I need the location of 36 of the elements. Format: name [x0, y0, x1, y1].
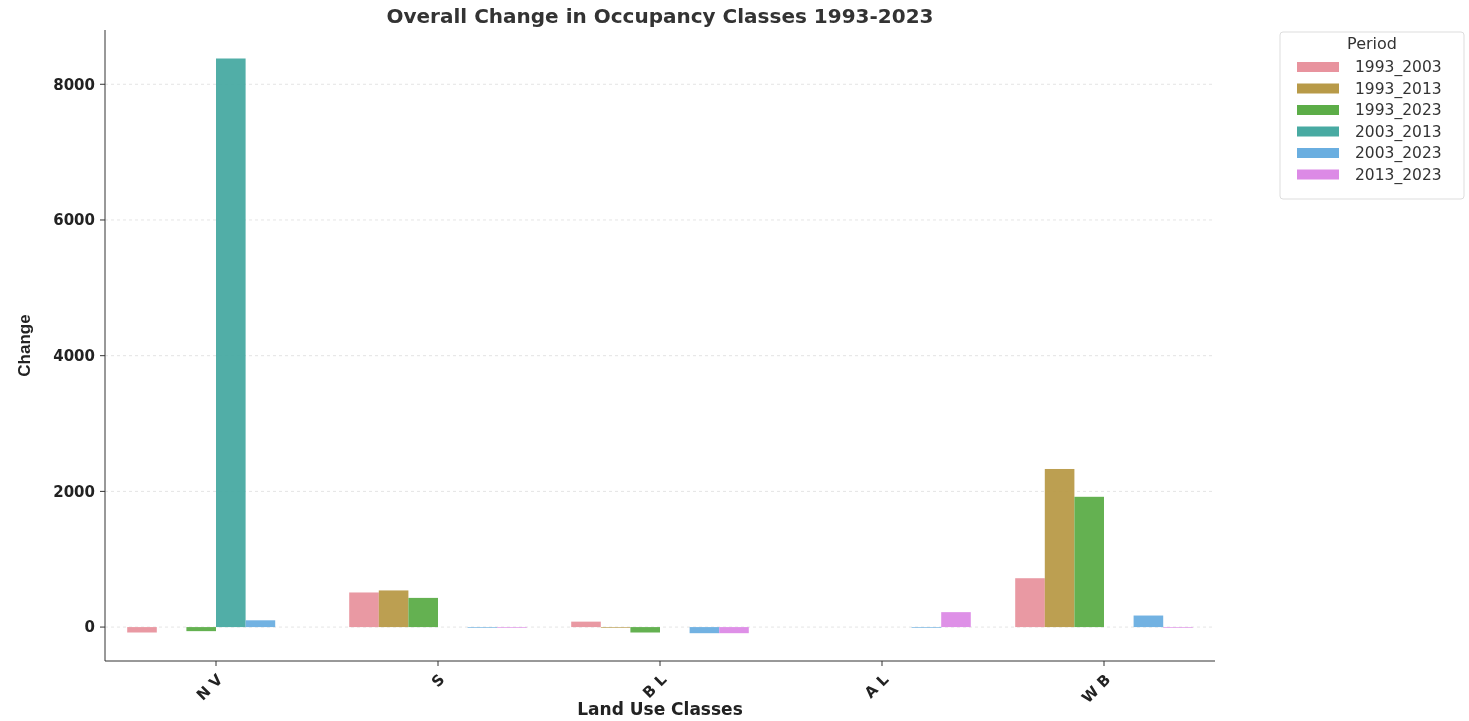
- x-tick-label: B L: [638, 670, 671, 702]
- bar: [408, 597, 438, 628]
- bar: [378, 590, 409, 628]
- y-tick-label: 4000: [53, 346, 95, 365]
- bar: [127, 627, 157, 633]
- bar: [719, 627, 749, 634]
- bar: [186, 627, 216, 632]
- legend-label: 2003_2013: [1355, 122, 1442, 142]
- chart-title: Overall Change in Occupancy Classes 1993-2023: [386, 4, 934, 28]
- y-tick-label: 6000: [53, 211, 95, 230]
- bar: [216, 58, 246, 628]
- legend-label: 1993_2003: [1355, 58, 1442, 78]
- x-axis-title: Land Use Classes: [577, 699, 743, 719]
- legend-title: Period: [1347, 34, 1397, 53]
- bar: [630, 627, 660, 633]
- y-axis-title: Change: [15, 314, 34, 377]
- bar: [689, 627, 720, 634]
- legend-label: 1993_2023: [1355, 101, 1442, 121]
- legend-label: 2013_2023: [1355, 165, 1442, 185]
- bar: [1044, 468, 1075, 628]
- bar: [1074, 496, 1104, 628]
- bar: [1015, 578, 1045, 628]
- bar: [941, 612, 971, 628]
- y-tick-label: 8000: [53, 75, 95, 94]
- x-tick-label: S: [427, 670, 449, 691]
- legend-label: 2003_2023: [1355, 144, 1442, 164]
- x-tick-label: N V: [192, 670, 227, 705]
- bar: [349, 592, 379, 628]
- x-tick-label: A L: [860, 670, 893, 702]
- bar: [245, 620, 276, 628]
- bar: [571, 621, 601, 628]
- y-tick-label: 2000: [53, 482, 95, 501]
- y-tick-label: 0: [84, 618, 95, 637]
- x-tick-label: W B: [1078, 670, 1115, 707]
- legend-label: 1993_2013: [1355, 79, 1442, 99]
- bar: [1133, 615, 1164, 628]
